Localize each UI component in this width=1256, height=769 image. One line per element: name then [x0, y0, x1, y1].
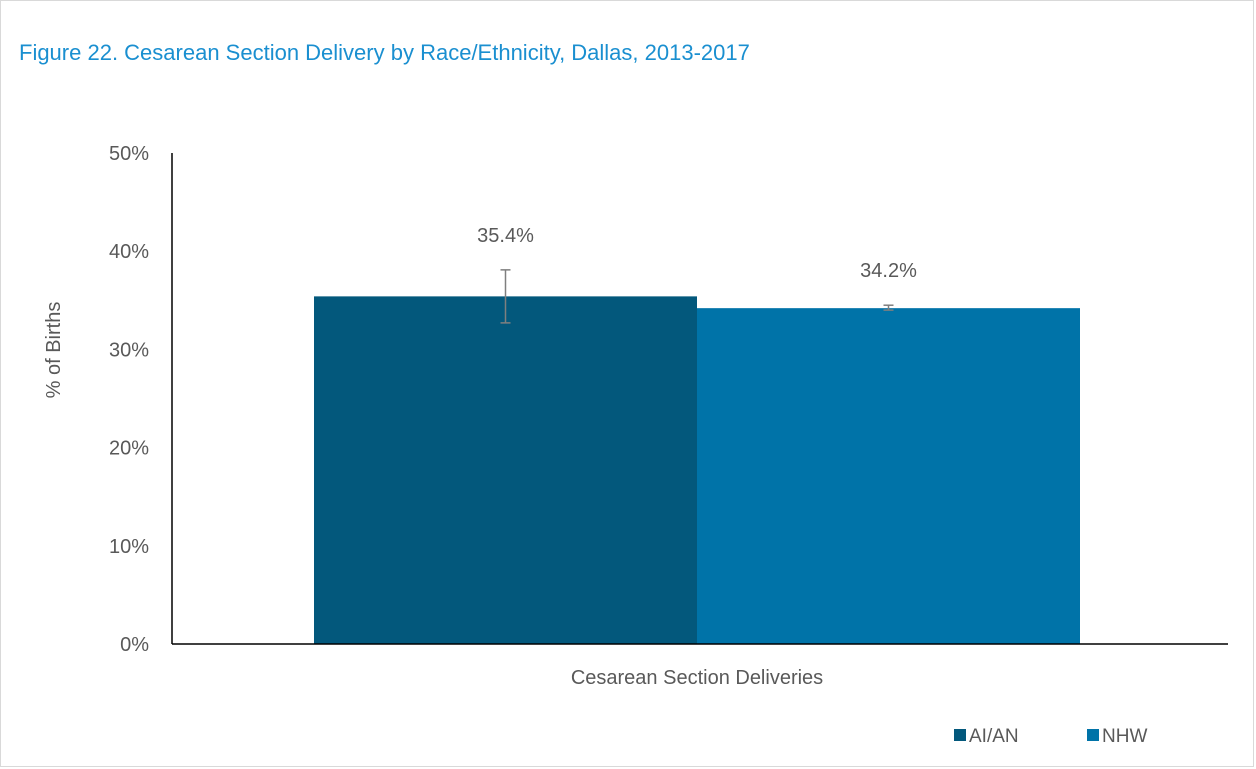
y-axis-ticks: 0% 10% 20% 30% 40% 50% [109, 143, 149, 656]
bar-ai-an [314, 296, 697, 644]
data-label: 35.4% [477, 225, 534, 247]
y-tick-label: 0% [120, 634, 149, 656]
x-category-label: Cesarean Section Deliveries [571, 667, 823, 689]
error-bar [883, 304, 894, 311]
data-label: 34.2% [860, 260, 917, 282]
error-bars [500, 269, 894, 324]
legend-swatch [1087, 729, 1099, 741]
legend-item: AI/AN [954, 726, 1019, 747]
legend-swatch [954, 729, 966, 741]
legend-item: NHW [1087, 726, 1147, 747]
bar-nhw [697, 308, 1080, 644]
bars [314, 296, 1080, 644]
data-labels: 35.4% 34.2% [477, 225, 917, 282]
legend-label: NHW [1102, 726, 1147, 747]
y-tick-label: 20% [109, 438, 149, 460]
y-axis-title: % of Births [43, 302, 65, 399]
legend: AI/AN NHW [954, 726, 1147, 747]
y-tick-label: 30% [109, 339, 149, 361]
legend-label: AI/AN [969, 726, 1019, 747]
chart-title: Figure 22. Cesarean Section Delivery by … [19, 40, 750, 65]
error-bar [500, 269, 511, 324]
category-labels: Cesarean Section Deliveries [571, 667, 823, 689]
y-tick-label: 10% [109, 536, 149, 558]
y-tick-label: 50% [109, 143, 149, 165]
y-tick-label: 40% [109, 241, 149, 263]
